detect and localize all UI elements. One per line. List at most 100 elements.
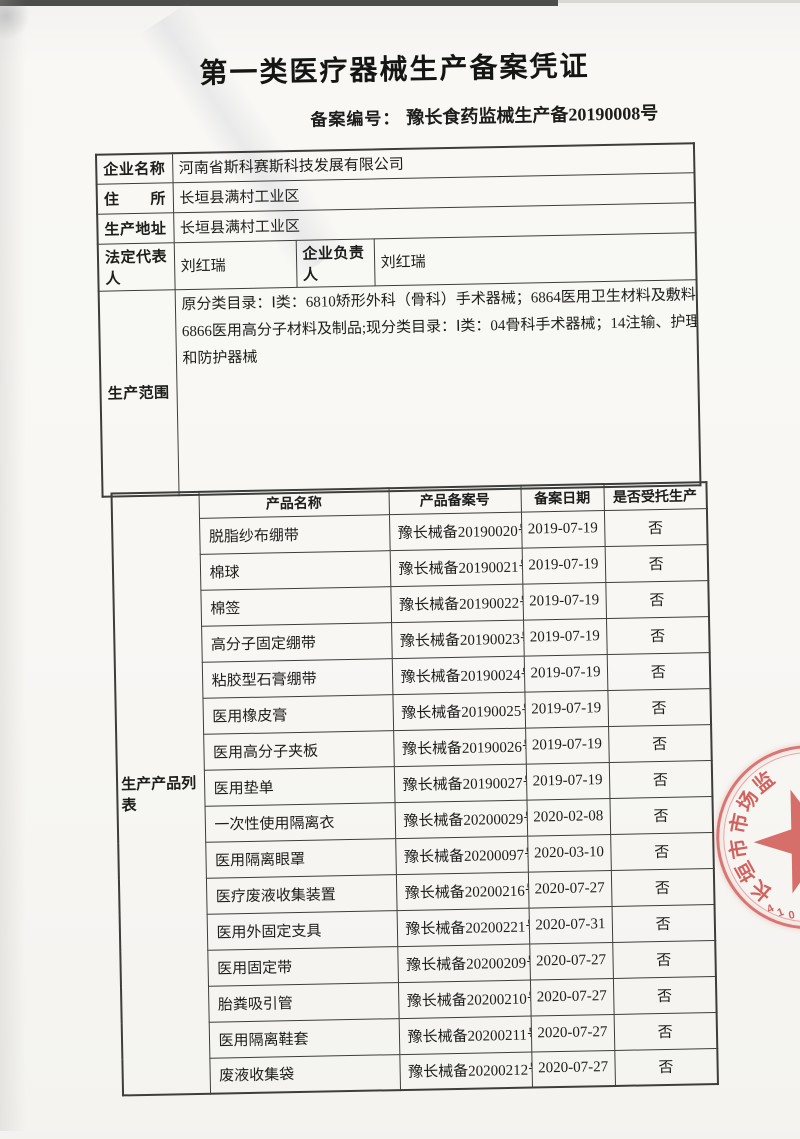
entrusted-cell: 否 bbox=[612, 940, 716, 978]
product-filing-no-cell: 豫长械备20200210号 bbox=[398, 980, 531, 1019]
filing-date-cell: 2019-07-19 bbox=[521, 510, 605, 548]
product-name-cell: 胎粪吸引管 bbox=[208, 982, 399, 1022]
column-header-entrusted: 是否受托生产 bbox=[603, 482, 706, 510]
seal-character: 监 bbox=[750, 769, 778, 797]
seal-character: 场 bbox=[734, 788, 761, 815]
product-name-cell: 医用外固定支具 bbox=[207, 910, 398, 950]
entrusted-cell: 否 bbox=[609, 760, 713, 798]
residence-label: 住 所 bbox=[97, 182, 174, 213]
filing-date-cell: 2020-07-27 bbox=[531, 1050, 615, 1088]
product-name-cell: 脱脂纱布绷带 bbox=[199, 514, 390, 554]
entrusted-cell: 否 bbox=[609, 796, 713, 834]
entrusted-cell: 否 bbox=[604, 508, 708, 546]
enterprise-manager-value: 刘红瑞 bbox=[374, 232, 697, 285]
filing-date-cell: 2019-07-19 bbox=[524, 654, 608, 692]
filing-date-cell: 2019-07-19 bbox=[525, 726, 609, 764]
entrusted-cell: 否 bbox=[614, 1012, 718, 1050]
product-name-cell: 一次性使用隔离衣 bbox=[205, 802, 396, 842]
legal-representative-label: 法定代表人 bbox=[98, 242, 175, 290]
product-name-cell: 医用隔离眼罩 bbox=[205, 838, 396, 878]
seal-character: 长 bbox=[748, 876, 776, 904]
filing-number-line: 备案编号： 豫长食药监械生产备20190008号 bbox=[310, 99, 658, 132]
product-name-cell: 棉球 bbox=[200, 550, 391, 590]
product-filing-no-cell: 豫长械备20190022号 bbox=[390, 584, 523, 623]
filing-date-cell: 2020-07-31 bbox=[529, 906, 613, 944]
product-filing-no-cell: 豫长械备20190020号 bbox=[389, 512, 522, 551]
entrusted-cell: 否 bbox=[612, 904, 716, 942]
product-name-cell: 棉签 bbox=[200, 586, 391, 626]
product-filing-no-cell: 豫长械备20200216号 bbox=[396, 872, 529, 911]
product-filing-no-cell: 豫长械备20190026号 bbox=[393, 728, 526, 767]
product-filing-no-cell: 豫长械备20200029号 bbox=[394, 800, 527, 839]
product-name-cell: 医用隔离鞋套 bbox=[209, 1018, 400, 1058]
product-name-cell: 医用橡皮膏 bbox=[202, 694, 393, 734]
seal-digit: 0 bbox=[788, 910, 796, 922]
product-filing-no-cell: 豫长械备20190027号 bbox=[394, 764, 527, 803]
official-seal-stamp: 长垣市市场监41072 bbox=[714, 743, 800, 930]
seal-digit: 1 bbox=[776, 907, 786, 919]
entrusted-cell: 否 bbox=[608, 724, 712, 762]
product-filing-no-cell: 豫长械备20200209号 bbox=[397, 944, 530, 983]
filing-date-cell: 2020-07-27 bbox=[530, 978, 614, 1016]
product-filing-no-cell: 豫长械备20190024号 bbox=[392, 656, 525, 695]
filing-date-cell: 2020-07-27 bbox=[531, 1014, 615, 1052]
product-table: 生产产品列表 产品名称 产品备案号 备案日期 是否受托生产 脱脂纱布绷带 豫长械… bbox=[110, 481, 718, 1096]
filing-date-cell: 2019-07-19 bbox=[522, 546, 606, 584]
enterprise-manager-label: 企业负责人 bbox=[296, 238, 375, 286]
production-scope-value: 原分类目录：Ⅰ类：6810矫形外科（骨科）手术器械；6864医用卫生材料及敷料；… bbox=[175, 279, 701, 495]
legal-representative-value: 刘红瑞 bbox=[174, 240, 297, 289]
seal-character: 市 bbox=[728, 812, 751, 835]
entrusted-cell: 否 bbox=[607, 652, 711, 690]
entrusted-cell: 否 bbox=[611, 868, 715, 906]
production-address-label: 生产地址 bbox=[97, 212, 174, 243]
entrusted-cell: 否 bbox=[606, 616, 710, 654]
company-info-table: 企业名称 河南省斯科赛斯科技发展有限公司 住 所 长垣县满村工业区 生产地址 长… bbox=[95, 142, 702, 497]
product-filing-no-cell: 豫长械备20200221号 bbox=[397, 908, 530, 947]
page-title: 第一类医疗器械生产备案凭证 bbox=[0, 40, 800, 96]
company-name-label: 企业名称 bbox=[96, 153, 173, 183]
seal-star-icon bbox=[747, 780, 800, 902]
seal-character: 市 bbox=[728, 837, 751, 860]
seal-digit: 4 bbox=[766, 903, 777, 916]
product-name-cell: 粘胶型石膏绷带 bbox=[202, 658, 393, 698]
product-filing-no-cell: 豫长械备20190023号 bbox=[391, 620, 524, 659]
entrusted-cell: 否 bbox=[613, 976, 717, 1014]
product-filing-no-cell: 豫长械备20200211号 bbox=[399, 1016, 532, 1055]
product-filing-no-cell: 豫长械备20200097号 bbox=[395, 836, 528, 875]
product-filing-no-cell: 豫长械备20190025号 bbox=[392, 692, 525, 731]
column-header-filing-date: 备案日期 bbox=[520, 484, 603, 512]
filing-date-cell: 2019-07-19 bbox=[522, 582, 606, 620]
filing-date-cell: 2020-03-10 bbox=[527, 834, 611, 872]
entrusted-cell: 否 bbox=[614, 1048, 718, 1086]
product-name-cell: 高分子固定绷带 bbox=[201, 622, 392, 662]
column-header-product-name: 产品名称 bbox=[199, 488, 389, 518]
production-scope-label: 生产范围 bbox=[99, 289, 179, 496]
entrusted-cell: 否 bbox=[605, 544, 709, 582]
filing-date-cell: 2020-07-27 bbox=[529, 942, 613, 980]
entrusted-cell: 否 bbox=[607, 688, 711, 726]
product-name-cell: 医用垫单 bbox=[204, 766, 395, 806]
product-name-cell: 医用高分子夹板 bbox=[203, 730, 394, 770]
seal-character: 垣 bbox=[733, 858, 760, 885]
entrusted-cell: 否 bbox=[610, 832, 714, 870]
product-name-cell: 医疗废液收集装置 bbox=[206, 874, 397, 914]
filing-date-cell: 2019-07-19 bbox=[524, 690, 608, 728]
seal-inner-ring bbox=[722, 751, 800, 924]
filing-number-value: 豫长食药监械生产备20190008号 bbox=[406, 103, 658, 128]
filing-date-cell: 2019-07-19 bbox=[526, 762, 610, 800]
product-filing-no-cell: 豫长械备20200212号 bbox=[399, 1052, 532, 1091]
product-name-cell: 废液收集袋 bbox=[209, 1054, 400, 1094]
product-name-cell: 医用固定带 bbox=[207, 946, 398, 986]
column-header-filing-no: 产品备案号 bbox=[388, 486, 520, 515]
seal-outer-ring bbox=[714, 743, 800, 930]
seal-arc-text: 长垣市市场监41072 bbox=[714, 743, 800, 747]
filing-number-label: 备案编号： bbox=[310, 109, 400, 130]
entrusted-cell: 否 bbox=[605, 580, 709, 618]
filing-date-cell: 2019-07-19 bbox=[523, 618, 607, 656]
filing-date-cell: 2020-02-08 bbox=[526, 798, 610, 836]
filing-date-cell: 2020-07-27 bbox=[528, 870, 612, 908]
product-list-section-label: 生产产品列表 bbox=[112, 492, 211, 1096]
product-filing-no-cell: 豫长械备20190021号 bbox=[390, 548, 523, 587]
